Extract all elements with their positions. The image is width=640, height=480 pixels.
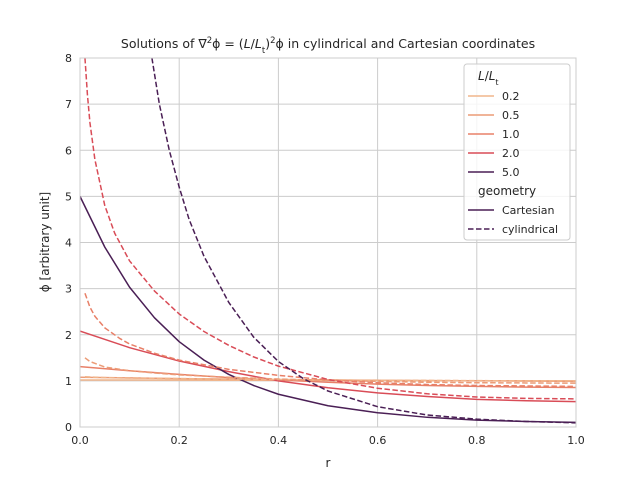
series-line-Cartesian-2 [80,330,576,403]
legend-hue-title: L/Lt [478,69,499,87]
legend-entry-label: 5.0 [502,166,520,179]
legend: L/Lt 0.2 0.5 1.0 2.0 5.0 geometry Cartesian c… [463,63,571,241]
y-tick-label: 6 [65,144,72,157]
legend-entry-label: 1.0 [502,128,520,141]
x-tick-label: 0.0 [71,434,89,447]
series-line-cylindrical-5 [151,58,576,424]
legend-box [463,63,571,241]
x-tick-label: 1.0 [567,434,585,447]
legend-entry-label: cylindrical [502,223,558,236]
x-tick-label: 0.6 [369,434,387,447]
x-tick-label: 0.4 [270,434,288,447]
y-tick-label: 7 [65,98,72,111]
series-line-Cartesian-5 [80,196,576,424]
legend-entry-label: 2.0 [502,147,520,160]
legend-style-title: geometry [478,184,536,198]
y-tick-label: 5 [65,190,72,203]
series-layer [80,58,576,424]
x-axis-label: r [326,456,331,470]
y-tick-label: 3 [65,283,72,296]
series-line-cylindrical-0-5 [84,357,576,384]
y-tick-label: 1 [65,375,72,388]
y-tick-label: 2 [65,329,72,342]
series-line-cylindrical-1 [84,292,576,388]
legend-entry-label: 0.2 [502,90,520,103]
x-tick-label: 0.8 [468,434,486,447]
series-line-cylindrical-2 [84,58,576,400]
plot-frame [79,57,577,428]
y-tick-label: 8 [65,52,72,65]
legend-entry-label: Cartesian [502,204,555,217]
y-axis-label: ϕ [arbitrary unit] [38,192,52,292]
y-tick-label: 4 [65,237,72,250]
y-axis-ticks: 0 1 2 3 4 5 6 7 8 [65,52,72,434]
legend-entry-label: 0.5 [502,109,520,122]
chart-title: Solutions of ∇2ϕ = (L/Lt)2ϕ in cylindric… [121,36,535,56]
x-tick-label: 0.2 [170,434,188,447]
y-tick-label: 0 [65,421,72,434]
x-axis-ticks: 0.0 0.2 0.4 0.6 0.8 1.0 [71,434,585,447]
